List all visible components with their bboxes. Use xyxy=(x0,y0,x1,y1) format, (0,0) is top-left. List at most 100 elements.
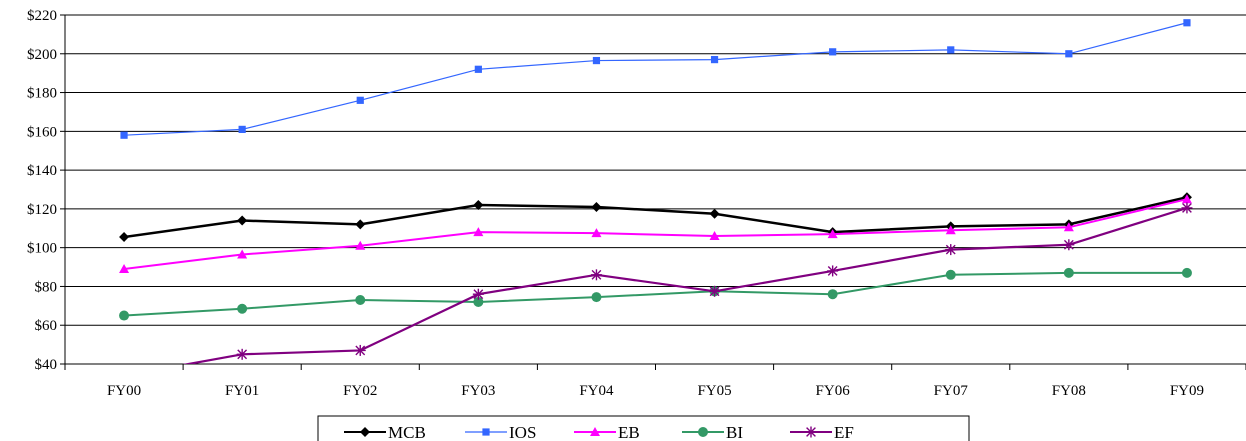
data-point-bi xyxy=(591,292,602,303)
x-tick-label: FY03 xyxy=(461,383,495,399)
star-stroke xyxy=(591,269,602,280)
data-point-mcb xyxy=(355,219,366,230)
data-point-ios xyxy=(238,125,246,133)
data-point-bi xyxy=(1181,267,1192,278)
x-tick-label: FY06 xyxy=(816,383,851,399)
data-point-ef xyxy=(590,269,602,281)
legend-swatch-marker xyxy=(360,427,370,437)
legend-box xyxy=(317,415,970,441)
data-point-ios xyxy=(592,56,601,65)
legend-item-ef: EF xyxy=(790,423,854,441)
series-line-ios xyxy=(124,22,1188,136)
legend-swatch-marker xyxy=(805,426,817,438)
y-tick-label: $120 xyxy=(27,202,57,218)
series-line-eb xyxy=(123,198,1188,270)
y-tick-label: $140 xyxy=(27,163,57,179)
legend-item-eb: EB xyxy=(574,423,640,441)
star-stroke xyxy=(945,244,956,255)
y-axis-ticks: $40 $60 $80 $100 $120 $140 $160 $180 $200 $220 xyxy=(27,8,65,373)
data-point-mcb xyxy=(591,201,602,212)
data-point-mcb xyxy=(473,200,484,211)
data-point-ef xyxy=(709,285,721,297)
legend-label: EB xyxy=(618,423,640,441)
star-stroke xyxy=(827,266,838,276)
data-point-ef xyxy=(236,348,248,360)
series-ios xyxy=(120,19,1191,139)
data-point-ios xyxy=(356,96,364,104)
data-point-bi xyxy=(945,269,956,280)
data-point-ios xyxy=(710,55,719,64)
data-point-ios xyxy=(829,48,837,56)
data-point-mcb xyxy=(709,208,720,219)
star-stroke xyxy=(709,286,720,297)
data-point-eb xyxy=(355,240,366,250)
x-tick-label: FY04 xyxy=(579,383,614,399)
data-point-eb xyxy=(237,249,248,259)
star-stroke xyxy=(237,349,248,360)
data-point-eb xyxy=(119,263,130,273)
data-point-eb xyxy=(473,227,484,237)
y-tick-label: $100 xyxy=(27,241,57,257)
data-point-eb xyxy=(945,225,956,235)
data-point-ios xyxy=(1183,19,1191,27)
data-point-ef xyxy=(1063,239,1075,251)
legend-item-mcb: MCB xyxy=(344,423,426,441)
y-tick-label: $40 xyxy=(35,357,58,373)
legend-item-bi: BI xyxy=(682,423,743,441)
series-line-ef xyxy=(182,206,1188,364)
x-tick-label: FY00 xyxy=(107,383,141,399)
gridlines xyxy=(65,14,1246,326)
data-point-bi xyxy=(119,310,130,321)
series-line-bi xyxy=(123,271,1187,317)
data-point-ios xyxy=(120,131,128,139)
y-tick-label: $220 xyxy=(27,8,57,24)
star-stroke xyxy=(1182,203,1192,213)
legend-label: BI xyxy=(726,423,743,441)
data-point-eb xyxy=(591,228,602,238)
data-point-ef xyxy=(827,265,839,277)
data-point-eb xyxy=(1063,222,1074,232)
plot-area xyxy=(119,19,1193,364)
x-axis-ticks: FY00 FY01 FY02 FY03 FY04 FY05 FY06 FY07 FY08 FY09 xyxy=(64,364,1246,399)
legend-swatch-marker xyxy=(590,427,600,436)
legend-swatch-marker xyxy=(698,427,708,437)
y-tick-label: $160 xyxy=(27,124,57,140)
y-tick-label: $200 xyxy=(27,47,57,63)
series-eb xyxy=(119,194,1192,273)
legend-swatch-marker xyxy=(482,428,490,436)
data-point-ef xyxy=(354,344,366,356)
x-tick-label: FY09 xyxy=(1170,383,1204,399)
data-point-ios xyxy=(1065,50,1073,58)
x-tick-label: FY02 xyxy=(343,383,377,399)
data-point-ios xyxy=(474,65,482,73)
series-line-mcb xyxy=(123,196,1188,239)
star-stroke xyxy=(473,289,484,300)
legend-label: IOS xyxy=(509,423,536,441)
series-ef xyxy=(182,202,1193,364)
data-point-bi xyxy=(237,303,248,314)
legend-label: EF xyxy=(834,423,854,441)
data-point-bi xyxy=(827,289,838,300)
y-tick-label: $180 xyxy=(27,86,57,102)
x-tick-label: FY05 xyxy=(697,383,731,399)
data-point-mcb xyxy=(237,215,248,226)
data-point-bi xyxy=(1063,267,1074,278)
y-tick-label: $60 xyxy=(35,318,58,334)
star-stroke xyxy=(806,427,816,437)
x-tick-label: FY08 xyxy=(1052,383,1086,399)
data-point-eb xyxy=(1181,194,1192,204)
data-point-mcb xyxy=(119,232,130,243)
x-tick-label: FY07 xyxy=(934,383,969,399)
data-point-bi xyxy=(355,295,366,306)
legend-label: MCB xyxy=(388,423,426,441)
y-tick-label: $80 xyxy=(35,279,58,295)
series-bi xyxy=(119,267,1192,321)
data-point-ef xyxy=(1181,202,1193,214)
star-stroke xyxy=(355,345,366,356)
data-point-ef xyxy=(472,288,484,300)
legend-item-ios: IOS xyxy=(465,423,536,441)
x-tick-label: FY01 xyxy=(225,383,259,399)
star-stroke xyxy=(1063,239,1074,250)
